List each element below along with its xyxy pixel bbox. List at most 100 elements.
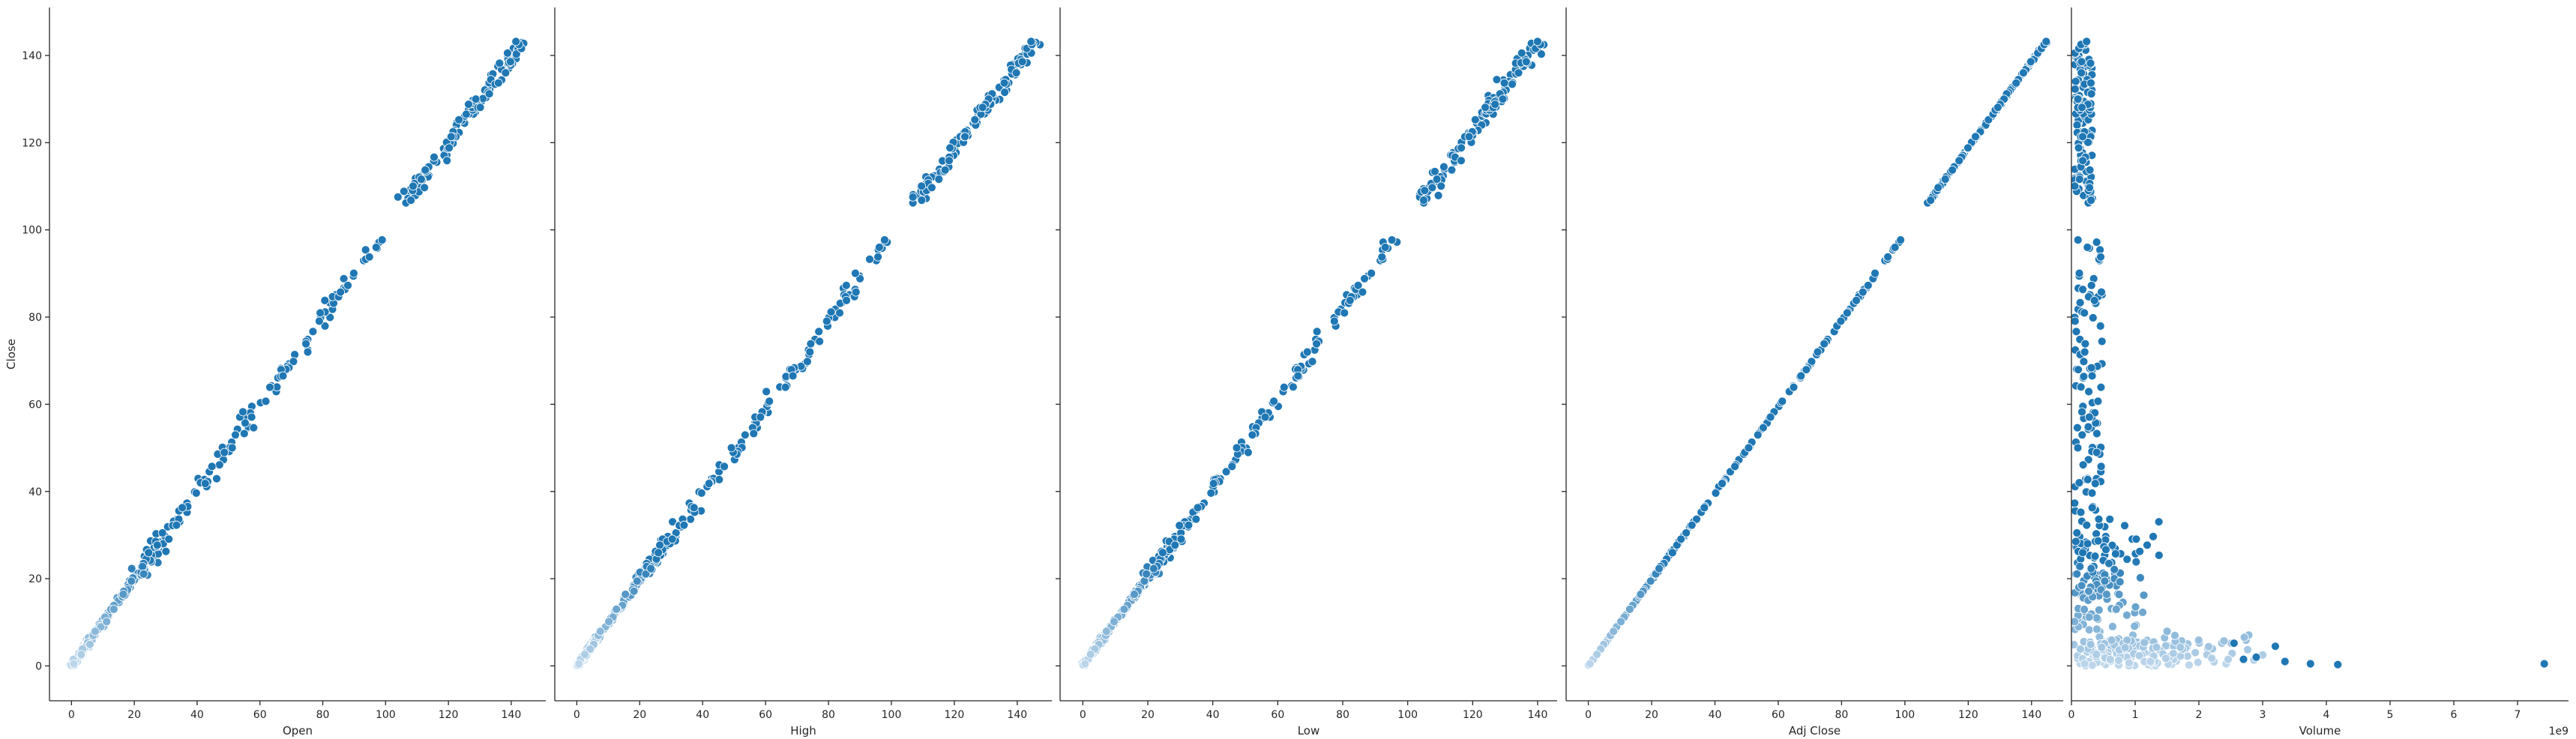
point [1616,617,1626,627]
point [1863,280,1873,290]
point [2105,655,2115,664]
point [2114,656,2123,665]
point [2092,429,2101,438]
point [595,627,605,636]
point [1227,462,1237,471]
point [2071,85,2080,94]
point [2074,478,2084,487]
point [2131,534,2141,544]
y-tick-label: 40 [28,486,42,498]
x-tick-label: 6 [2451,709,2458,721]
point [2011,78,2021,88]
point [1158,548,1167,558]
point [2101,545,2110,555]
point [945,143,955,153]
point [1080,659,1090,669]
point [118,590,128,599]
points-volume [2071,37,2549,671]
point [1711,489,1721,498]
point [2130,621,2140,631]
point [239,429,249,438]
point [788,371,798,381]
point [2110,564,2119,574]
point [604,617,613,627]
point [308,327,318,337]
point [720,462,729,471]
point [511,37,521,46]
y-tick-label: 100 [22,225,42,237]
point [803,357,812,367]
point [2092,238,2101,247]
point [249,423,259,432]
point [2135,546,2145,556]
point [756,412,765,422]
point [127,576,136,586]
point [1419,196,1428,205]
point [2090,552,2100,561]
point [1890,243,1900,252]
point [2194,636,2203,645]
point [1753,430,1763,440]
point [2076,507,2086,517]
point [842,295,851,305]
point [2122,610,2131,620]
point [200,479,210,488]
point [2073,235,2083,245]
point [1345,295,1355,305]
x-axis-label-volume: Volume [2299,724,2341,738]
point [1842,308,1852,318]
point [278,371,288,381]
point [934,175,944,184]
point [1592,650,1602,659]
point [1470,115,1480,124]
x-tick-label: 80 [822,709,835,721]
point [1498,94,1508,104]
point [1269,396,1278,406]
point [1464,132,1474,142]
point [289,357,298,367]
point [2094,514,2104,524]
point [2078,132,2087,142]
point [2152,642,2161,652]
point [1926,196,1936,205]
point [2071,181,2080,191]
x-axis-label-high: High [790,724,816,738]
point [2191,648,2200,657]
point [1377,252,1387,262]
point [1387,235,1397,245]
point [2073,443,2083,453]
point [1432,175,1442,184]
point [2083,243,2092,252]
point [822,316,831,326]
point [1858,287,1868,297]
point [2100,576,2110,586]
point [1517,48,1526,58]
point [2086,564,2096,573]
point [371,243,381,252]
x-tick-label: 40 [1206,709,1220,721]
x-tick-label: 7 [2515,709,2521,721]
panel-low: 0 20 40 60 80 100 120 140 Low [1056,7,1557,738]
points-low [1077,37,1549,671]
point [2074,268,2084,278]
point [2087,660,2097,670]
x-tick-label: 20 [1141,709,1155,721]
x-tick-label: 120 [1463,709,1483,721]
point [2077,68,2086,78]
point [220,447,229,457]
point [917,181,927,191]
point [495,58,505,68]
point [2084,586,2094,596]
point [696,489,706,498]
point [2082,520,2092,530]
point [2083,422,2093,432]
point [2087,489,2097,498]
point [420,183,429,193]
point [1176,534,1186,544]
point [621,590,631,599]
x-tick-label: 40 [696,709,709,721]
point [247,412,256,422]
point [805,347,815,357]
point [2072,569,2082,579]
point [2075,562,2085,571]
